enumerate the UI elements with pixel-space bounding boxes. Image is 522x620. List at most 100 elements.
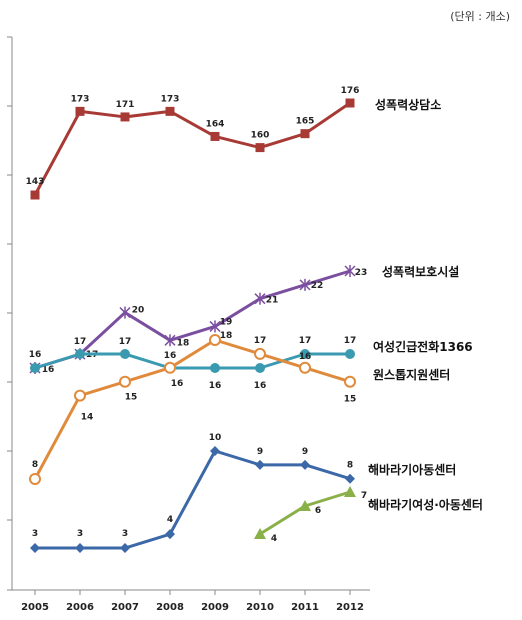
- data-point: [254, 528, 266, 539]
- x-tick-label: 2006: [66, 602, 94, 613]
- data-point: [30, 543, 40, 553]
- data-point: [299, 500, 311, 511]
- data-point: [120, 112, 130, 122]
- data-label: 16: [164, 351, 177, 361]
- data-label: 20: [132, 306, 145, 316]
- data-label: 9: [257, 447, 263, 457]
- data-point: [75, 543, 85, 553]
- data-point: [254, 292, 266, 305]
- data-label: 6: [315, 506, 321, 516]
- x-tick-label: 2012: [336, 602, 364, 613]
- data-label: 7: [361, 491, 367, 501]
- x-tick-label: 2005: [21, 602, 49, 613]
- data-label: 17: [344, 336, 357, 346]
- series-label: 원스톱지원센터: [373, 367, 450, 382]
- data-label: 165: [296, 117, 315, 127]
- series-line: [33, 101, 351, 196]
- data-label: 18: [220, 331, 233, 341]
- data-label: 17: [254, 336, 267, 346]
- data-label: 164: [206, 119, 225, 129]
- x-tick-label: 2010: [246, 602, 274, 613]
- data-point: [255, 459, 265, 470]
- data-point: [165, 106, 175, 116]
- series-line: [259, 490, 351, 536]
- data-point: [209, 320, 221, 333]
- data-label: 4: [271, 534, 277, 544]
- data-label: 15: [344, 395, 357, 405]
- data-point: [345, 98, 355, 108]
- data-point: [300, 129, 310, 139]
- data-label: 22: [311, 281, 324, 291]
- x-tick-label: 2008: [156, 602, 184, 613]
- data-point: [30, 363, 40, 373]
- data-point: [210, 446, 220, 456]
- data-label: 10: [209, 433, 222, 443]
- data-label: 176: [341, 86, 360, 96]
- data-point: [345, 349, 355, 359]
- data-label: 16: [29, 350, 42, 360]
- x-tick-label: 2011: [291, 602, 319, 613]
- data-label: 3: [77, 529, 83, 539]
- data-label: 8: [347, 461, 353, 471]
- data-point: [254, 347, 266, 360]
- data-point: [210, 363, 220, 373]
- series-label: 성폭력상담소: [375, 97, 441, 112]
- series-label: 해바라기여성·아동센터: [368, 497, 483, 512]
- data-label: 143: [26, 177, 45, 187]
- data-label: 160: [251, 131, 270, 141]
- data-point: [344, 375, 356, 388]
- data-point: [255, 143, 265, 153]
- series-label: 성폭력보호시설: [382, 264, 459, 279]
- x-tick-label: 2009: [201, 602, 229, 613]
- data-label: 16: [254, 381, 267, 391]
- data-label: 17: [119, 337, 132, 347]
- data-point: [30, 190, 40, 200]
- series-line: [34, 352, 350, 370]
- data-label: 17: [299, 336, 312, 346]
- data-label: 18: [177, 338, 190, 348]
- data-label: 8: [32, 460, 38, 470]
- data-point: [209, 334, 221, 346]
- data-label: 171: [116, 100, 135, 110]
- data-point: [119, 306, 131, 319]
- data-point: [300, 349, 310, 359]
- data-label: 16: [171, 379, 184, 389]
- data-point: [299, 361, 311, 374]
- series-line: [34, 269, 351, 370]
- data-label: 4: [167, 515, 173, 525]
- data-label: 173: [161, 94, 180, 104]
- data-point: [75, 349, 85, 359]
- data-point: [344, 265, 356, 277]
- series-line: [33, 338, 351, 480]
- data-label: 16: [299, 352, 312, 362]
- x-tick-label: 2007: [111, 602, 139, 613]
- data-point: [29, 473, 41, 485]
- data-label: 16: [42, 365, 55, 375]
- data-label: 21: [266, 296, 279, 306]
- data-point: [164, 334, 176, 347]
- data-label: 3: [32, 529, 38, 539]
- data-label: 15: [125, 393, 138, 403]
- data-point: [120, 349, 130, 359]
- data-point: [255, 363, 265, 373]
- data-point: [119, 375, 131, 388]
- series-line: [35, 449, 351, 550]
- data-label: 17: [74, 337, 87, 347]
- data-point: [120, 543, 130, 553]
- data-label: 16: [209, 381, 222, 391]
- series-label: 여성긴급전화1366: [373, 339, 473, 354]
- data-point: [300, 459, 310, 470]
- unit-label: (단위 : 개소): [450, 10, 510, 23]
- data-label: 9: [302, 447, 308, 457]
- data-point: [74, 389, 86, 402]
- data-point: [75, 106, 85, 116]
- data-point: [299, 278, 311, 291]
- data-label: 3: [122, 529, 128, 539]
- series-label: 해바라기아동센터: [368, 462, 456, 477]
- data-point: [345, 473, 355, 484]
- data-point: [344, 486, 356, 497]
- data-label: 173: [71, 94, 90, 104]
- data-label: 23: [355, 268, 368, 278]
- data-point: [210, 131, 220, 141]
